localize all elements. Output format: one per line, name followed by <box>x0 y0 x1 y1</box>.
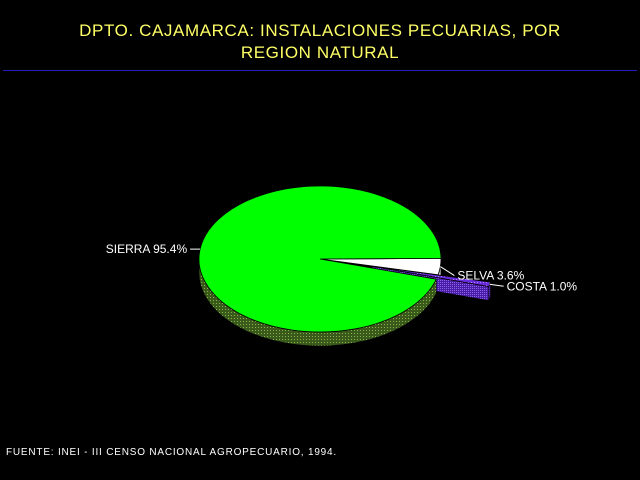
source-note: FUENTE: INEI - III CENSO NACIONAL AGROPE… <box>6 447 337 458</box>
pie-label-costa: COSTA 1.0% <box>507 279 578 293</box>
chart-title-line-1: DPTO. CAJAMARCA: INSTALACIONES PECUARIAS… <box>79 21 561 40</box>
pie-label-sierra: SIERRA 95.4% <box>106 242 188 256</box>
pie-leader-costa <box>489 283 504 287</box>
title-divider <box>3 70 637 71</box>
chart-title-line-2: REGION NATURAL <box>240 43 400 62</box>
pie-leader-selva <box>440 266 455 277</box>
pie-label-selva: SELVA 3.6% <box>457 269 524 283</box>
chart-title: DPTO. CAJAMARCA: INSTALACIONES PECUARIAS… <box>0 20 640 64</box>
